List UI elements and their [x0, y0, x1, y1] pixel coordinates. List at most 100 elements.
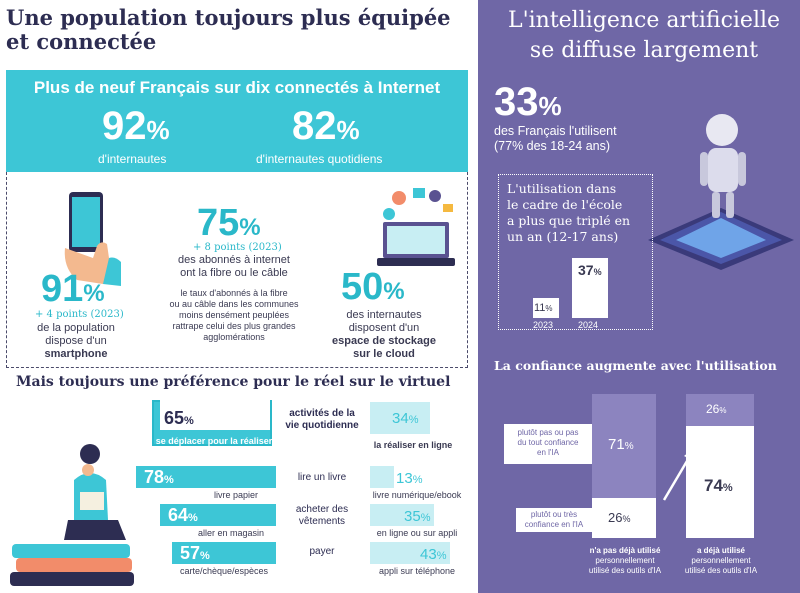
pref-row2-left-value: 78	[144, 467, 165, 487]
cloud-desc: des internautes disposent d'un espace de…	[319, 309, 449, 361]
ai-title-line2: se diffuse largement	[529, 38, 759, 63]
trust-label-bottom: plutôt ou très confiance en l'IA	[516, 510, 592, 530]
pref-row3-right-label: en ligne ou sur appli	[376, 528, 458, 538]
pref-row1-center: activités de la vie quotidienne	[276, 408, 368, 432]
pref-row1-left-inner	[160, 400, 270, 430]
fibre-small-line1: le taux d'abonnés à la fibre	[180, 288, 288, 298]
stat-cloud-value: 50	[341, 266, 384, 308]
pref-row1-right-unit: %	[408, 414, 419, 426]
pref-row2-right-label: livre numérique/ebook	[372, 490, 462, 500]
trust-label-top: plutôt pas ou pas du tout confiance en l…	[504, 428, 592, 458]
smartphone-hand-icon	[64, 192, 121, 286]
stat-ai-usage-desc-line2: (77% des 18-24 ans)	[494, 139, 611, 153]
pref-row2-right-bar	[370, 466, 394, 488]
trust-col2-bottom-pct: 74%	[704, 476, 733, 496]
trust-col1-top	[592, 394, 656, 498]
ai-panel: L'intelligence artificielle se diffuse l…	[478, 0, 800, 593]
school-bar-2024-pct: 37%	[578, 262, 602, 278]
trust-col1-top-value: 71	[608, 436, 625, 453]
trust-col1-caption-line3: utilisé des outils d'IA	[588, 566, 662, 575]
fibre-desc-line2: ont la fibre ou le câble	[180, 267, 288, 279]
pref-row3-center-line2: vêtements	[298, 516, 346, 527]
pref-row2-left-label: livre papier	[213, 490, 259, 500]
pref-row1-left-value: 65	[164, 408, 185, 428]
trust-label-top-line3: en l'IA	[537, 448, 559, 457]
left-title: Une population toujours plus équipée et …	[6, 6, 476, 54]
pref-row2-center: lire un livre	[297, 472, 347, 483]
pref-row4-right-bar	[370, 542, 450, 564]
pref-row1-center-line2: vie quotidienne	[285, 420, 359, 431]
school-text-line3: a plus que triplé en	[507, 213, 631, 228]
stat-ai-usage-value: 33	[494, 80, 539, 124]
trust-col2-top-unit: %	[719, 406, 727, 415]
pref-row3-left-pct: 64%	[168, 505, 198, 526]
cloud-desc-bold1: espace de stockage	[332, 335, 436, 347]
smartphone-desc-line2: dispose d'un	[45, 335, 107, 347]
pref-row4-right-pct: 43%	[420, 546, 446, 563]
pref-row2-right-unit: %	[412, 474, 423, 486]
pref-row4-right-unit: %	[436, 550, 447, 562]
cloud-desc-bold2: sur le cloud	[353, 348, 415, 360]
pref-row3-center-line1: acheter des	[295, 504, 349, 515]
pref-row3-right-bar	[370, 504, 434, 526]
pref-row3-right-unit: %	[420, 512, 431, 524]
trust-label-top-line2: du tout confiance	[517, 438, 579, 447]
trust-col1-bottom-value: 26	[608, 510, 623, 525]
cloud-desc-line1: des internautes	[346, 309, 422, 321]
pref-row1-right-pct: 34%	[392, 410, 418, 427]
school-box: L'utilisation dans le cadre de l'école a…	[498, 174, 653, 330]
pref-row4-left-pct: 57%	[180, 543, 210, 564]
fibre-desc-line1: des abonnés à internet	[178, 254, 290, 266]
trust-col1-caption-line2: personnellement	[595, 556, 655, 565]
pref-row1-left-unit: %	[184, 415, 194, 427]
school-bar-2023-pct: 11%	[534, 302, 553, 314]
trust-col2-top-pct: 26%	[706, 402, 726, 416]
fibre-desc: des abonnés à internet ont la fibre ou l…	[159, 254, 309, 280]
trust-col2-caption: a déjà utilisé personnellement utilisé d…	[666, 546, 776, 576]
ai-title-line1: L'intelligence artificielle	[507, 8, 781, 33]
trust-label-top-line1: plutôt pas ou pas	[517, 428, 579, 437]
left-title-line1: Une population toujours plus équipée	[6, 5, 451, 30]
equipment-box: 91% + 4 points (2023) de la population d…	[6, 172, 468, 368]
stat-ai-usage-unit: %	[538, 91, 562, 121]
school-text-line2: le cadre de l'école	[507, 197, 623, 212]
stat-internautes-label: d'internautes	[98, 152, 167, 166]
stat-internautes-unit: %	[146, 115, 170, 145]
pref-row3-center: acheter des vêtements	[276, 504, 368, 528]
pref-row3-right-pct: 35%	[404, 508, 430, 525]
fibre-note: + 8 points (2023)	[193, 242, 282, 253]
stat-internautes: 92%	[102, 104, 170, 149]
band-heading: Plus de neuf Français sur dix connectés …	[33, 78, 441, 97]
fibre-small-line4: rattrape celui des plus grandes	[172, 321, 296, 331]
pref-row2-right-pct: 13%	[396, 470, 422, 487]
reading-woman-icon	[10, 444, 134, 586]
stat-quotidiens-label: d'internautes quotidiens	[256, 152, 383, 166]
pref-row1-left-pct: 65%	[164, 408, 194, 429]
stat-ai-usage-desc-line1: des Français l'utilisent	[494, 124, 617, 138]
smartphone-desc-bold: smartphone	[44, 348, 108, 360]
stat-cloud: 50%	[341, 266, 405, 309]
school-bar-2024-unit: %	[593, 267, 602, 277]
school-text: L'utilisation dans le cadre de l'école a…	[507, 181, 652, 245]
cloud-desc-line2: disposent d'un	[348, 322, 420, 334]
smartphone-note: + 4 points (2023)	[35, 309, 124, 320]
pref-row4-left-value: 57	[180, 543, 201, 563]
laptop-cloud-icon	[377, 188, 455, 266]
stat-smartphone: 91%	[41, 268, 105, 311]
robot-chip-icon	[648, 114, 794, 270]
stat-smartphone-unit: %	[83, 280, 105, 307]
stat-smartphone-value: 91	[41, 268, 84, 310]
pref-row4-left-bar	[172, 542, 276, 564]
fibre-small: le taux d'abonnés à la fibre ou au câble…	[157, 288, 311, 343]
trust-col2-top-value: 26	[706, 402, 720, 416]
trust-col1-caption: n'a pas déjà utilisé personnellement uti…	[570, 546, 680, 576]
school-bar-2024	[572, 258, 608, 318]
trust-col1-bottom-pct: 26%	[608, 510, 630, 525]
fibre-small-line3: moins densément peuplées	[178, 310, 290, 320]
trust-title: La confiance augmente avec l'utilisation	[494, 358, 777, 373]
trust-col2-bottom-unit: %	[722, 482, 733, 494]
pref-row1-right-bar	[370, 402, 430, 434]
trust-col2-caption-line2: personnellement	[691, 556, 751, 565]
trust-label-bottom-line1: plutôt ou très	[530, 510, 578, 519]
smartphone-desc: de la population dispose d'un smartphone	[21, 322, 131, 361]
